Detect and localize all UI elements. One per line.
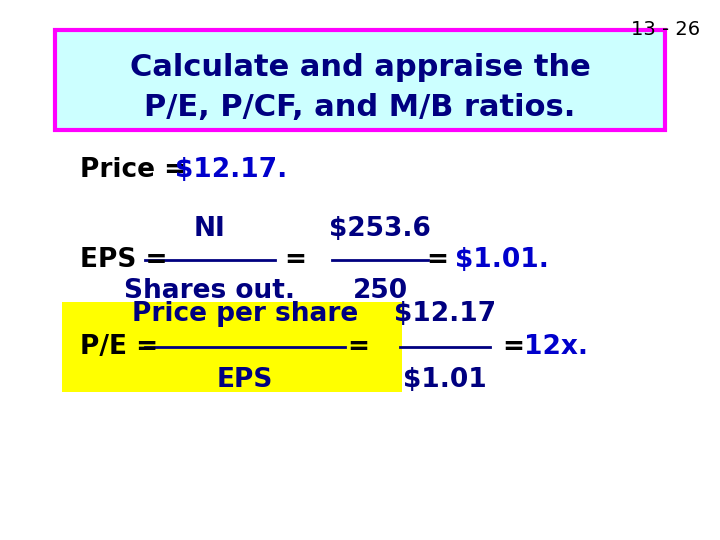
Text: $12.17.: $12.17. — [175, 157, 287, 183]
Text: 250: 250 — [352, 278, 408, 304]
Text: EPS =: EPS = — [80, 247, 176, 273]
FancyBboxPatch shape — [55, 30, 665, 130]
Text: =: = — [426, 247, 448, 273]
Text: =: = — [284, 247, 306, 273]
Text: P/E, P/CF, and M/B ratios.: P/E, P/CF, and M/B ratios. — [144, 93, 576, 123]
Text: 13 - 26: 13 - 26 — [631, 20, 700, 39]
FancyBboxPatch shape — [62, 302, 402, 392]
Text: $253.6: $253.6 — [329, 216, 431, 242]
Text: $1.01: $1.01 — [403, 367, 487, 393]
Text: P/E =: P/E = — [80, 334, 167, 360]
Text: Calculate and appraise the: Calculate and appraise the — [130, 53, 590, 83]
Text: 12x.: 12x. — [524, 334, 588, 360]
Text: $1.01.: $1.01. — [455, 247, 549, 273]
Text: EPS: EPS — [217, 367, 273, 393]
Text: Shares out.: Shares out. — [125, 278, 295, 304]
Text: Price per share: Price per share — [132, 301, 358, 327]
Text: $12.17: $12.17 — [394, 301, 496, 327]
Text: NI: NI — [194, 216, 226, 242]
Text: =: = — [502, 334, 524, 360]
Text: =: = — [347, 334, 369, 360]
Text: Price =: Price = — [80, 157, 195, 183]
